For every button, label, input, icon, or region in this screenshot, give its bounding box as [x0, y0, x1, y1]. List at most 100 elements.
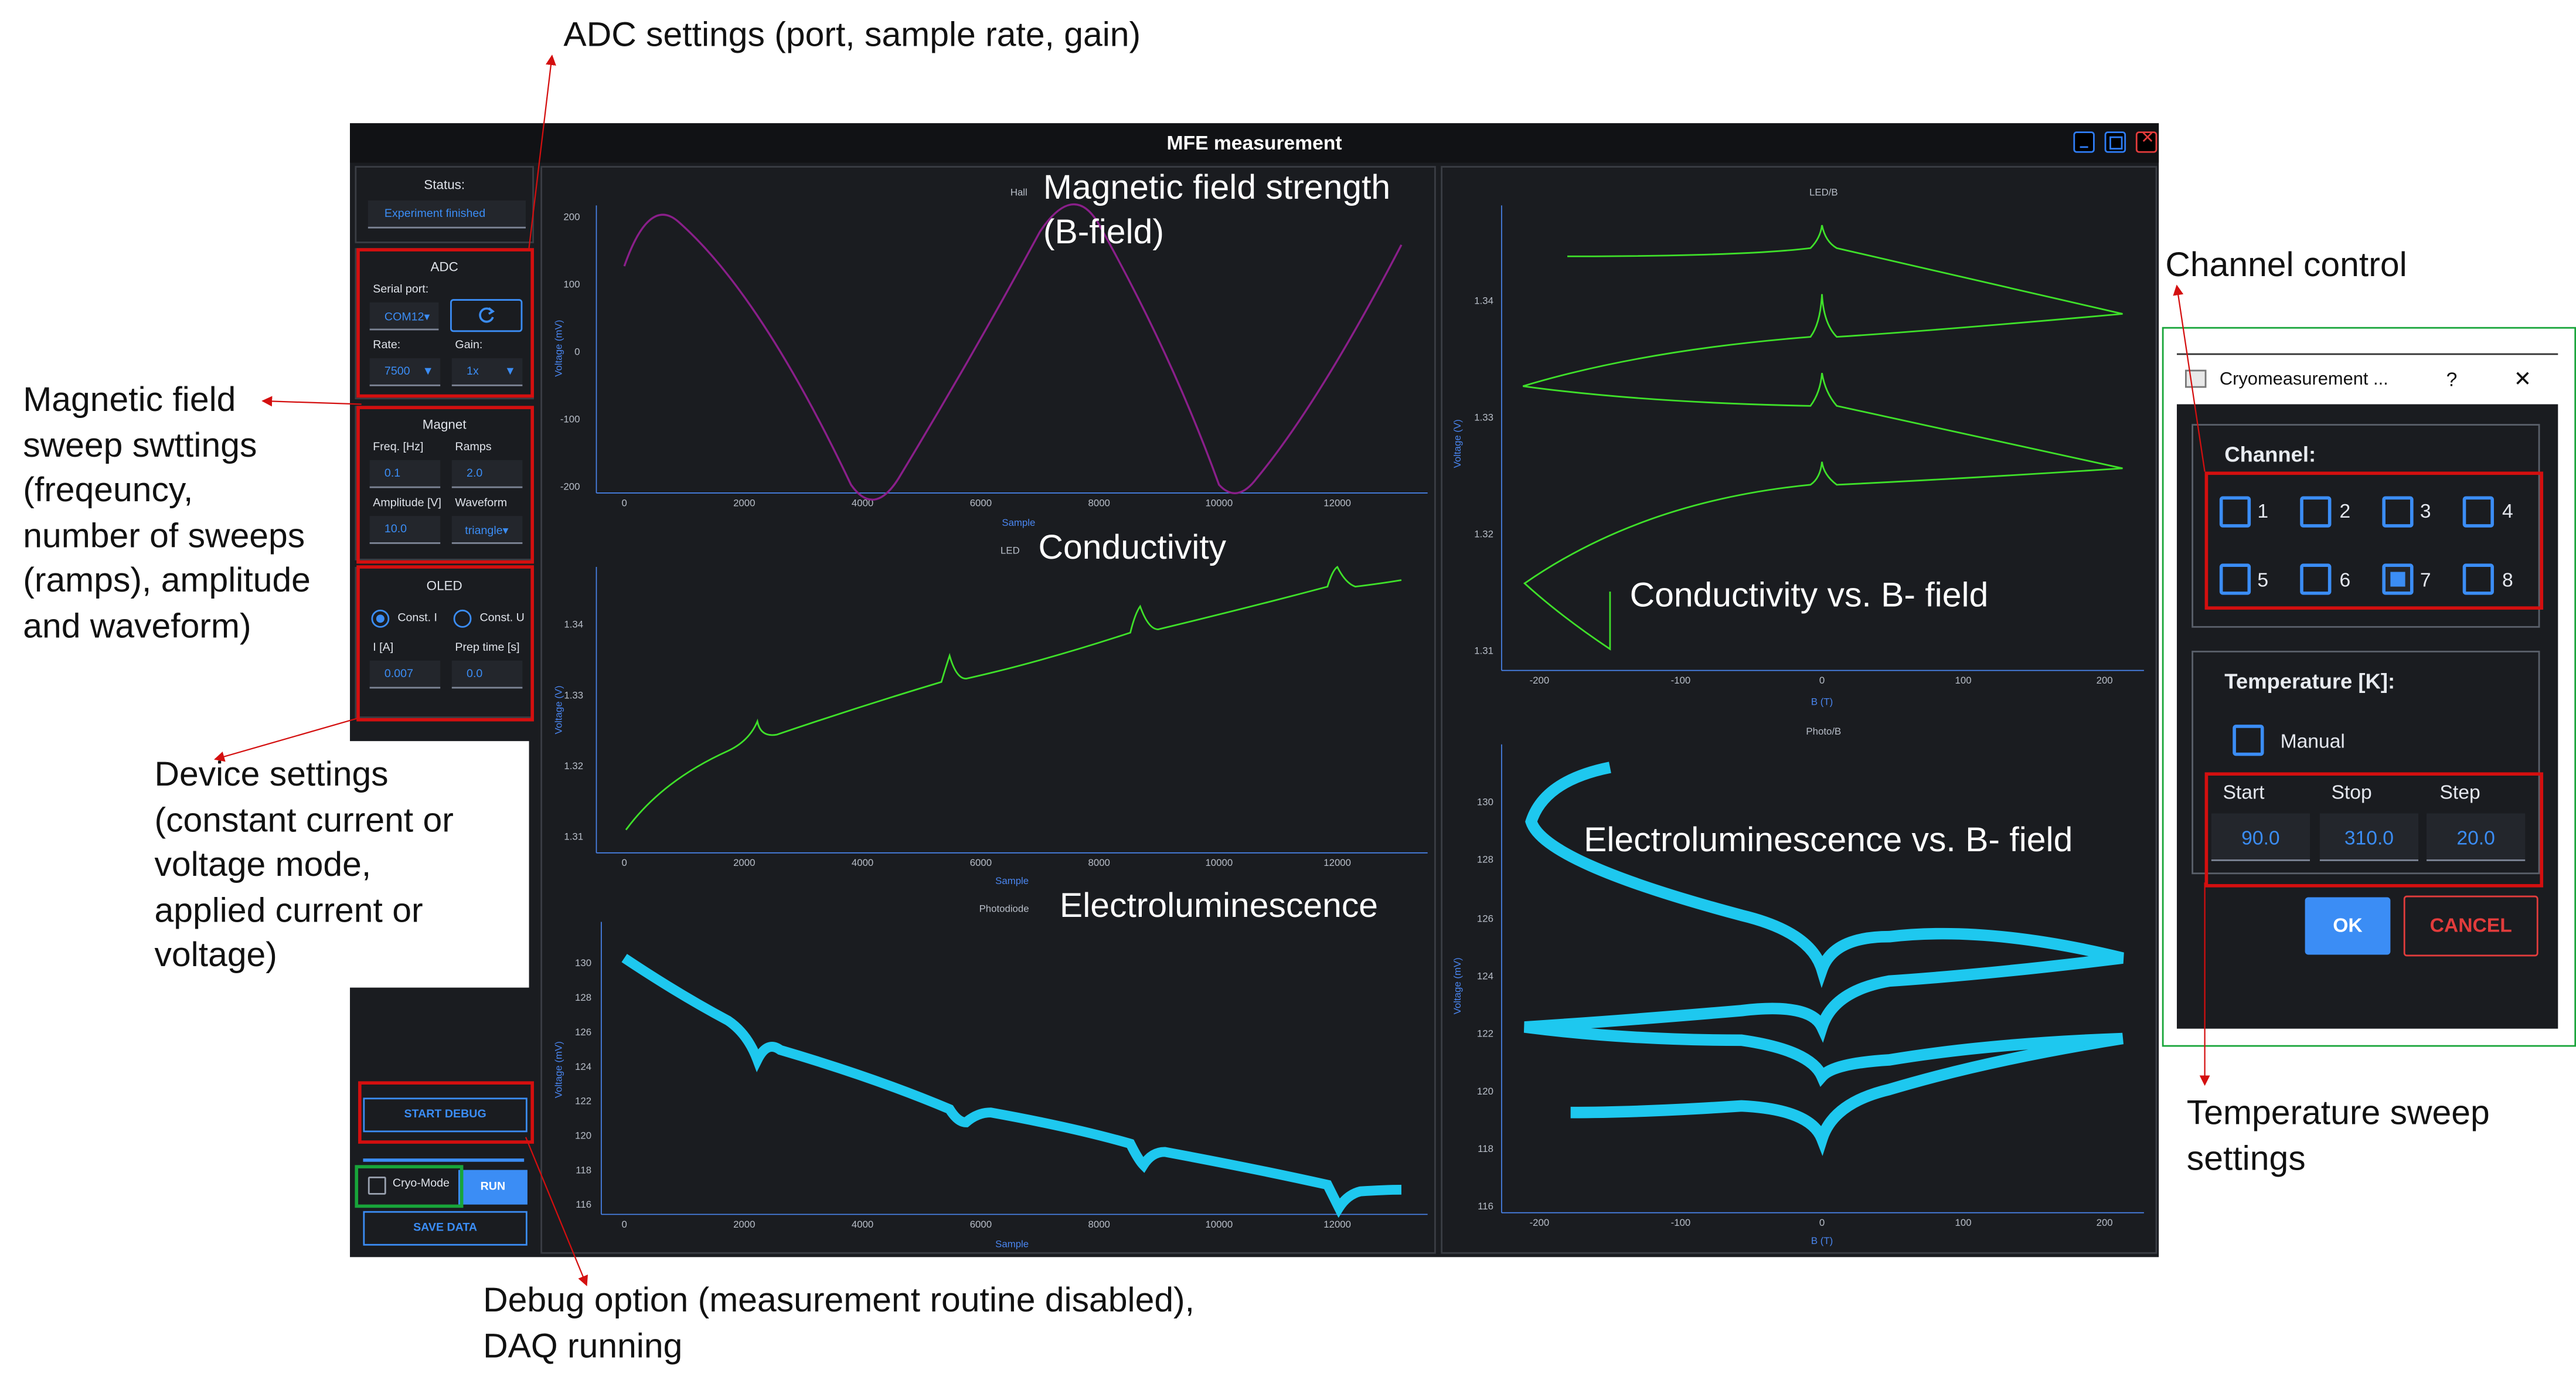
- y-tick-label: 128: [575, 992, 591, 1003]
- x-tick-label: 10000: [1205, 1219, 1233, 1230]
- arrow-adc: [528, 55, 556, 249]
- channel-1-checkbox[interactable]: [2219, 496, 2251, 528]
- const-u-radio[interactable]: [453, 609, 472, 628]
- y-axis-label: Voltage (V): [553, 685, 564, 734]
- dialog-close-icon[interactable]: ✕: [2513, 366, 2532, 392]
- current-input[interactable]: 0.007: [369, 660, 441, 689]
- x-tick-label: 2000: [733, 497, 755, 508]
- channel-group: Channel:: [2192, 424, 2540, 628]
- y-tick-label: 118: [1478, 1143, 1493, 1154]
- annotation-line: (constant current or: [154, 801, 454, 839]
- channel-3-checkbox[interactable]: [2382, 496, 2414, 528]
- channel-2-checkbox[interactable]: [2300, 496, 2332, 528]
- waveform-label: Waveform: [455, 498, 508, 509]
- y-tick-label: 128: [1477, 854, 1493, 865]
- help-button[interactable]: ?: [2446, 368, 2458, 392]
- led-b-series-line: [1522, 225, 2123, 651]
- cryo-mode-checkbox[interactable]: [367, 1176, 386, 1195]
- hall-plot: Hall 200 100 0 -100 -200 0 2000 4000 600…: [553, 187, 1428, 528]
- annotation-magnet: Magnetic field sweep swttings (freqeuncy…: [23, 378, 311, 649]
- annotation-line: number of sweeps: [23, 516, 305, 555]
- chevron-down-icon: ▼: [504, 366, 516, 378]
- channel-8-checkbox[interactable]: [2462, 563, 2494, 595]
- separator: [363, 1158, 525, 1162]
- x-tick-label: 0: [621, 857, 627, 868]
- amplitude-input[interactable]: 10.0: [369, 516, 441, 544]
- x-tick-label: 0: [1819, 675, 1825, 686]
- channel-6-checkbox[interactable]: [2300, 563, 2332, 595]
- start-input[interactable]: 90.0: [2211, 813, 2310, 861]
- step-label: Step: [2439, 780, 2480, 804]
- x-tick-label: 2000: [733, 857, 755, 868]
- ramps-label: Ramps: [455, 442, 492, 454]
- close-icon[interactable]: [2135, 130, 2158, 153]
- dialog-title: Cryomeasurement ...: [2219, 369, 2388, 390]
- save-data-button[interactable]: SAVE DATA: [363, 1211, 528, 1246]
- y-tick-label: 1.32: [1474, 529, 1493, 540]
- gain-select[interactable]: 1x ▼: [451, 358, 523, 386]
- serial-port-select[interactable]: COM12▾: [369, 302, 439, 331]
- serial-port-value: COM12▾: [384, 312, 430, 324]
- maximize-icon[interactable]: [2104, 131, 2126, 153]
- annotation-device-overlay: Device settings (constant current or vol…: [154, 753, 453, 978]
- stop-label: Stop: [2331, 780, 2372, 804]
- highlight-magnet: [356, 406, 534, 564]
- channel-4-checkbox[interactable]: [2462, 496, 2494, 528]
- stop-input[interactable]: 310.0: [2319, 813, 2419, 861]
- rate-select[interactable]: 7500 ▼: [369, 358, 441, 386]
- x-tick-label: 12000: [1323, 857, 1351, 868]
- ramps-value: 2.0: [467, 468, 483, 480]
- manual-checkbox[interactable]: [2233, 725, 2264, 756]
- y-tick-label: 126: [1477, 913, 1493, 924]
- ok-button[interactable]: OK: [2305, 897, 2391, 955]
- y-tick-label: 122: [1477, 1028, 1493, 1039]
- app-icon: [2184, 369, 2207, 388]
- y-tick-label: 120: [575, 1130, 591, 1141]
- serial-port-label: Serial port:: [373, 284, 429, 296]
- const-i-radio[interactable]: [371, 609, 390, 628]
- arrow-channel: [2173, 284, 2206, 472]
- step-input[interactable]: 20.0: [2427, 813, 2526, 861]
- start-label: Start: [2223, 780, 2265, 804]
- y-tick-label: 1.33: [1474, 412, 1493, 423]
- y-axis-label: Voltage (mV): [553, 320, 564, 377]
- cryo-mode-toggle[interactable]: Cryo-Mode: [362, 1170, 460, 1199]
- annotation-line: DAQ running: [483, 1327, 683, 1365]
- waveform-select[interactable]: triangle▾: [451, 516, 523, 544]
- highlight-adc: [356, 248, 534, 398]
- x-tick-label: 8000: [1088, 1219, 1110, 1230]
- y-tick-label: -100: [560, 413, 580, 424]
- cancel-button[interactable]: CANCEL: [2403, 895, 2538, 957]
- amplitude-label: Amplitude [V]: [373, 498, 441, 509]
- minimize-icon[interactable]: [2073, 131, 2095, 153]
- start-debug-button[interactable]: START DEBUG: [363, 1097, 528, 1133]
- ramps-input[interactable]: 2.0: [451, 460, 523, 488]
- channel-7-checkbox[interactable]: [2382, 563, 2414, 595]
- x-tick-labels: -200 -100 0 100 200: [1530, 675, 2113, 686]
- x-tick-label: 6000: [970, 1219, 992, 1230]
- channel-8-label: 8: [2502, 568, 2513, 592]
- prep-time-label: Prep time [s]: [455, 642, 520, 654]
- refresh-icon: [479, 307, 495, 323]
- annotation-conductivity: Conductivity: [1038, 529, 1227, 567]
- x-tick-label: 200: [2097, 1217, 2113, 1228]
- x-tick-labels: -200 -100 0 100 200: [1530, 1217, 2113, 1228]
- prep-time-value: 0.0: [467, 668, 483, 681]
- current-label: I [A]: [373, 642, 394, 654]
- freq-input[interactable]: 0.1: [369, 460, 441, 488]
- prep-time-input[interactable]: 0.0: [451, 660, 523, 689]
- y-tick-label: 1.34: [564, 619, 583, 630]
- x-tick-label: -100: [1671, 675, 1691, 686]
- y-tick-label: 1.33: [564, 689, 583, 701]
- temperature-group: Temperature [K]:: [2192, 650, 2540, 875]
- status-field: Experiment finished: [367, 200, 526, 229]
- refresh-button[interactable]: [450, 299, 523, 332]
- run-button[interactable]: RUN: [458, 1170, 528, 1205]
- x-tick-label: 200: [2097, 675, 2113, 686]
- adc-title: ADC: [430, 259, 458, 275]
- channel-5-checkbox[interactable]: [2219, 563, 2251, 595]
- x-tick-label: 6000: [970, 857, 992, 868]
- annotation-bfield: Magnetic field strength (B-field): [1043, 166, 1390, 254]
- step-value: 20.0: [2456, 826, 2495, 850]
- freq-label: Freq. [Hz]: [373, 442, 424, 454]
